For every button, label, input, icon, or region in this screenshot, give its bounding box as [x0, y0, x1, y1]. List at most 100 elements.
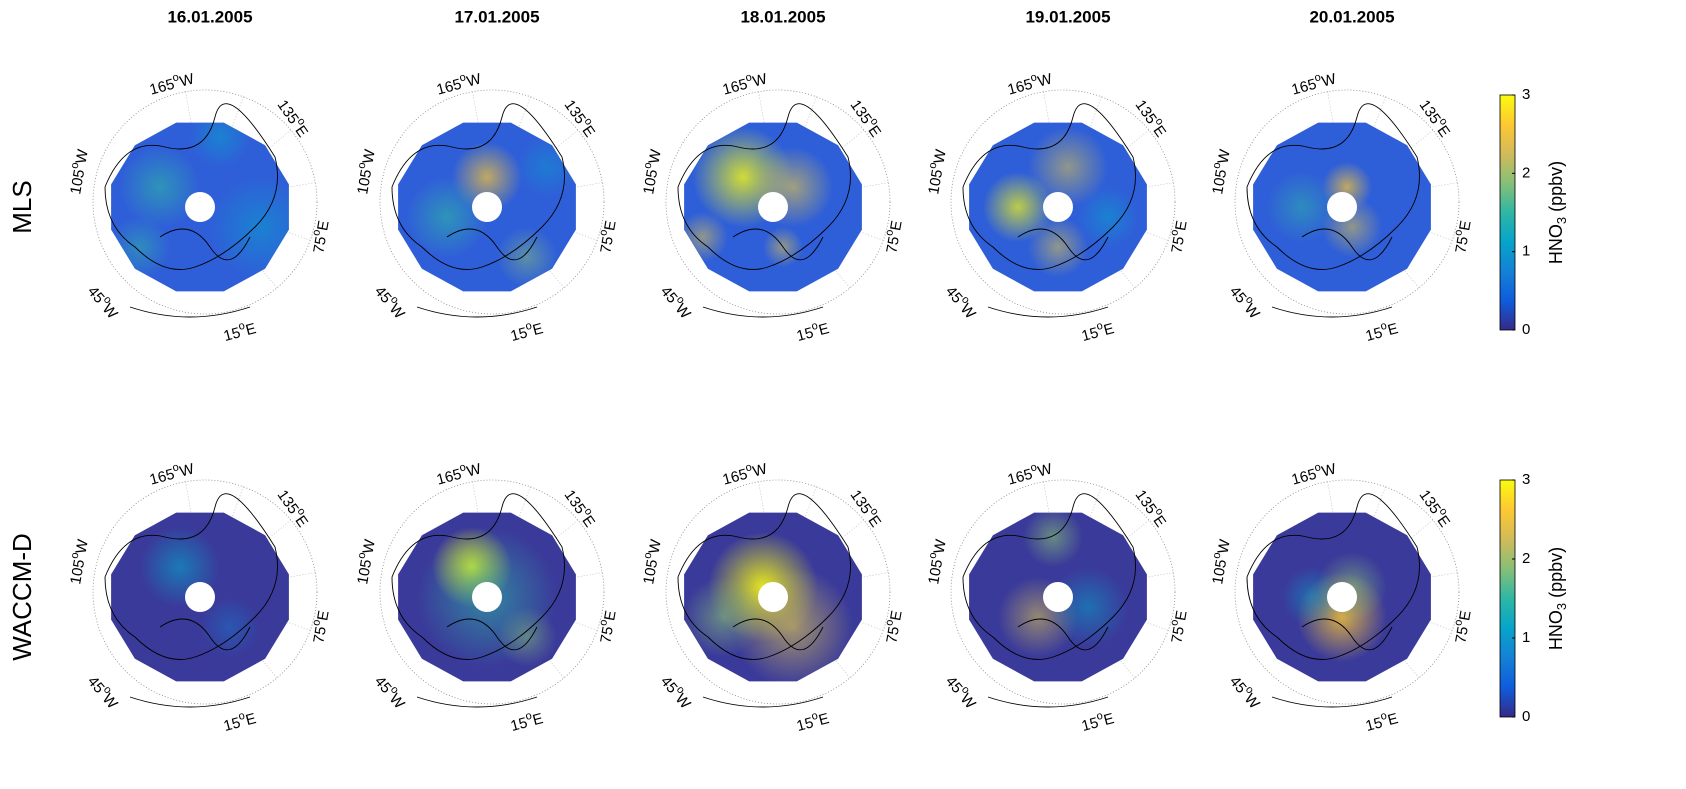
row-label: WACCM-D	[7, 533, 37, 661]
longitude-label: 105oW	[351, 147, 379, 196]
lon-degree: 105	[354, 558, 375, 586]
lon-hemi: W	[957, 691, 980, 713]
colorbar-tick-label: 3	[1522, 86, 1530, 103]
longitude-label: 45oW	[84, 671, 124, 713]
colorbar-tick-label: 2	[1522, 550, 1530, 567]
label-sub: 3	[1554, 603, 1569, 610]
longitude-label: 135oE	[1132, 95, 1172, 140]
longitude-label: 45oW	[942, 671, 982, 713]
label-unit: (ppbv)	[1546, 547, 1566, 598]
longitude-label: 105oW	[922, 147, 950, 196]
pole-hole	[758, 192, 788, 222]
longitude-label: 15oE	[221, 317, 258, 345]
pole-hole	[185, 192, 215, 222]
longitude-label: 105oW	[637, 537, 665, 586]
lon-degree: 105	[1209, 168, 1230, 196]
lon-hemi: E	[817, 320, 831, 339]
field-blob	[190, 107, 250, 167]
lon-hemi: W	[99, 691, 122, 713]
longitude-label: 165oW	[1005, 457, 1055, 488]
pole-hole	[1327, 582, 1357, 612]
longitude-label: 165oW	[434, 457, 484, 488]
longitude-label: 105oW	[64, 537, 92, 586]
colorbar-label: HNO3 (ppbv)	[1546, 547, 1570, 650]
lon-hemi: W	[751, 70, 770, 90]
lon-hemi: W	[646, 147, 665, 165]
column-title: 17.01.2005	[454, 7, 539, 26]
longitude-label: 15oE	[508, 317, 545, 345]
lon-hemi: W	[1215, 537, 1234, 555]
lon-hemi: E	[314, 609, 332, 622]
longitude-label: 75oE	[1449, 219, 1474, 255]
polar-map: 165oW135oE105oW75oE45oW15oE	[64, 67, 333, 345]
lon-hemi: E	[1102, 710, 1116, 729]
longitude-label: 165oW	[720, 67, 770, 98]
lon-hemi: E	[865, 512, 885, 530]
colorbar-tick-label: 1	[1522, 243, 1530, 260]
longitude-label: 135oE	[561, 95, 601, 140]
longitude-label: 75oE	[1165, 219, 1190, 255]
longitude-label: 75oE	[1165, 609, 1190, 645]
lon-hemi: E	[1386, 710, 1400, 729]
longitude-label: 45oW	[942, 281, 982, 323]
lon-hemi: W	[1320, 70, 1339, 90]
lon-degree: 105	[925, 168, 946, 196]
lon-hemi: E	[531, 710, 545, 729]
lon-degree: 105	[925, 558, 946, 586]
lon-hemi: E	[1172, 219, 1190, 232]
longitude-label: 45oW	[657, 281, 697, 323]
lon-hemi: W	[646, 537, 665, 555]
lon-hemi: W	[1241, 691, 1264, 713]
longitude-label: 15oE	[1363, 317, 1400, 345]
longitude-label: 75oE	[307, 219, 332, 255]
lon-hemi: E	[1172, 609, 1190, 622]
colorbar-tick-label: 0	[1522, 321, 1530, 338]
longitude-label: 75oE	[594, 219, 619, 255]
lon-hemi: W	[1241, 301, 1264, 323]
lon-hemi: W	[465, 70, 484, 90]
longitude-label: 45oW	[1226, 671, 1266, 713]
field-blob	[1028, 217, 1088, 277]
pole-hole	[185, 582, 215, 612]
lon-hemi: E	[887, 609, 905, 622]
polar-map: 165oW135oE105oW75oE45oW15oE	[637, 67, 906, 345]
longitude-label: 15oE	[794, 707, 831, 735]
label-unit: (ppbv)	[1546, 161, 1566, 212]
longitude-label: 105oW	[922, 537, 950, 586]
longitude-label: 165oW	[147, 457, 197, 488]
lon-hemi: E	[292, 512, 312, 530]
lon-hemi: E	[292, 122, 312, 140]
longitude-label: 75oE	[880, 609, 905, 645]
lon-degree: 75	[1168, 235, 1188, 254]
pole-hole	[472, 582, 502, 612]
lon-hemi: E	[1434, 122, 1454, 140]
lon-hemi: E	[887, 219, 905, 232]
lon-degree: 105	[640, 558, 661, 586]
lon-hemi: W	[1320, 460, 1339, 480]
field-blob	[1023, 507, 1083, 567]
lon-hemi: E	[1102, 320, 1116, 339]
lon-hemi: W	[178, 70, 197, 90]
field-blob	[210, 177, 310, 277]
field-blob	[1267, 172, 1337, 242]
longitude-label: 15oE	[1363, 707, 1400, 735]
lon-hemi: W	[73, 147, 92, 165]
lon-hemi: W	[672, 301, 695, 323]
lon-degree: 75	[310, 625, 330, 644]
colorbar-label: HNO3(ppbv)	[1546, 161, 1570, 264]
colorbar-tick-label: 1	[1522, 629, 1530, 646]
column-title: 20.01.2005	[1309, 7, 1394, 26]
lon-hemi: W	[178, 460, 197, 480]
lon-hemi: W	[465, 460, 484, 480]
longitude-label: 135oE	[274, 95, 314, 140]
pole-hole	[1327, 192, 1357, 222]
label-main: HNO	[1546, 610, 1566, 650]
lon-hemi: E	[865, 122, 885, 140]
longitude-label: 165oW	[720, 457, 770, 488]
longitude-label: 135oE	[561, 485, 601, 530]
longitude-label: 105oW	[1206, 537, 1234, 586]
longitude-label: 135oE	[847, 95, 887, 140]
